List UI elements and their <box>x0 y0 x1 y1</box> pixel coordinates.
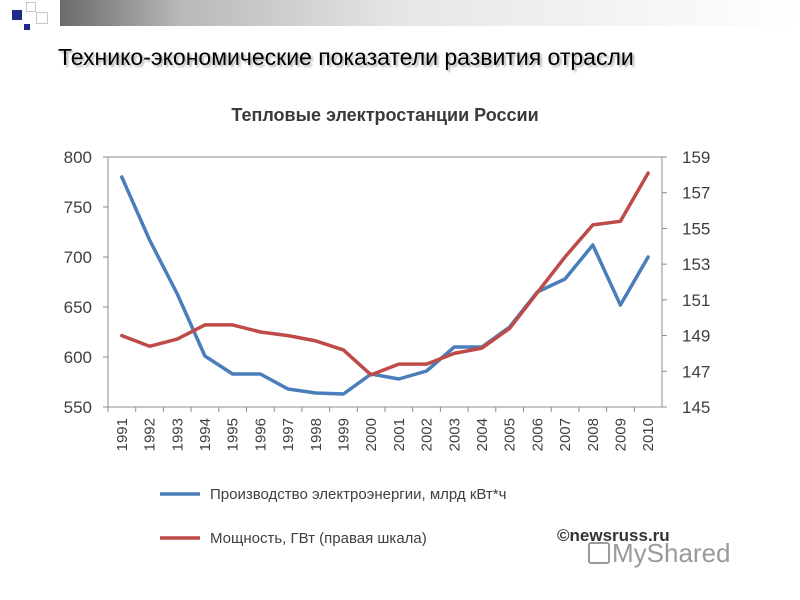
watermark-text: MyShared <box>612 538 731 568</box>
x-tick-label: 2006 <box>529 418 546 451</box>
y-right-tick-label: 145 <box>682 398 710 417</box>
corner-square-decor <box>24 24 30 30</box>
y-left-tick-label: 800 <box>64 148 92 167</box>
y-right-tick-label: 155 <box>682 219 710 238</box>
x-tick-label: 2003 <box>446 418 463 451</box>
x-tick-label: 1992 <box>142 418 159 451</box>
y-left-tick-label: 650 <box>64 298 92 317</box>
x-tick-label: 1999 <box>335 418 352 451</box>
y-right-tick-label: 153 <box>682 255 710 274</box>
corner-square-decor <box>26 2 36 12</box>
slide-title: Технико-экономические показатели развити… <box>58 44 634 70</box>
x-tick-label: 2000 <box>363 418 380 451</box>
x-tick-label: 1993 <box>169 418 186 451</box>
presentation-board-icon <box>588 542 610 564</box>
x-tick-label: 2005 <box>502 418 519 451</box>
x-tick-label: 2008 <box>585 418 602 451</box>
y-right-tick-label: 159 <box>682 148 710 167</box>
y-left-tick-label: 700 <box>64 248 92 267</box>
x-tick-label: 2001 <box>391 418 408 451</box>
y-right-tick-label: 147 <box>682 362 710 381</box>
x-tick-label: 2004 <box>474 418 491 451</box>
y-left-tick-label: 600 <box>64 348 92 367</box>
x-tick-label: 1991 <box>114 418 131 451</box>
y-right-tick-label: 151 <box>682 291 710 310</box>
series-line-1 <box>120 171 650 377</box>
y-left-tick-label: 750 <box>64 198 92 217</box>
slide-top-decor-bar <box>0 0 800 26</box>
x-tick-label: 1996 <box>252 418 269 451</box>
x-tick-label: 2002 <box>419 418 436 451</box>
y-right-tick-label: 157 <box>682 184 710 203</box>
x-tick-label: 2009 <box>612 418 629 451</box>
x-tick-label: 1997 <box>280 418 297 451</box>
y-left-tick-label: 550 <box>64 398 92 417</box>
x-tick-label: 2010 <box>640 418 657 451</box>
legend-label-0: Производство электроэнергии, млрд кВт*ч <box>210 486 506 503</box>
x-tick-label: 1995 <box>225 418 242 451</box>
chart-source: ©newsruss.ru <box>557 526 670 545</box>
series-line-0 <box>120 175 650 396</box>
y-right-tick-label: 149 <box>682 327 710 346</box>
corner-square-decor <box>12 10 22 20</box>
x-tick-label: 1994 <box>197 418 214 451</box>
corner-square-decor <box>36 12 48 24</box>
x-tick-label: 1998 <box>308 418 325 451</box>
x-tick-label: 2007 <box>557 418 574 451</box>
legend-label-1: Мощность, ГВт (правая шкала) <box>210 530 427 547</box>
chart-title: Тепловые электростанции России <box>231 105 538 125</box>
